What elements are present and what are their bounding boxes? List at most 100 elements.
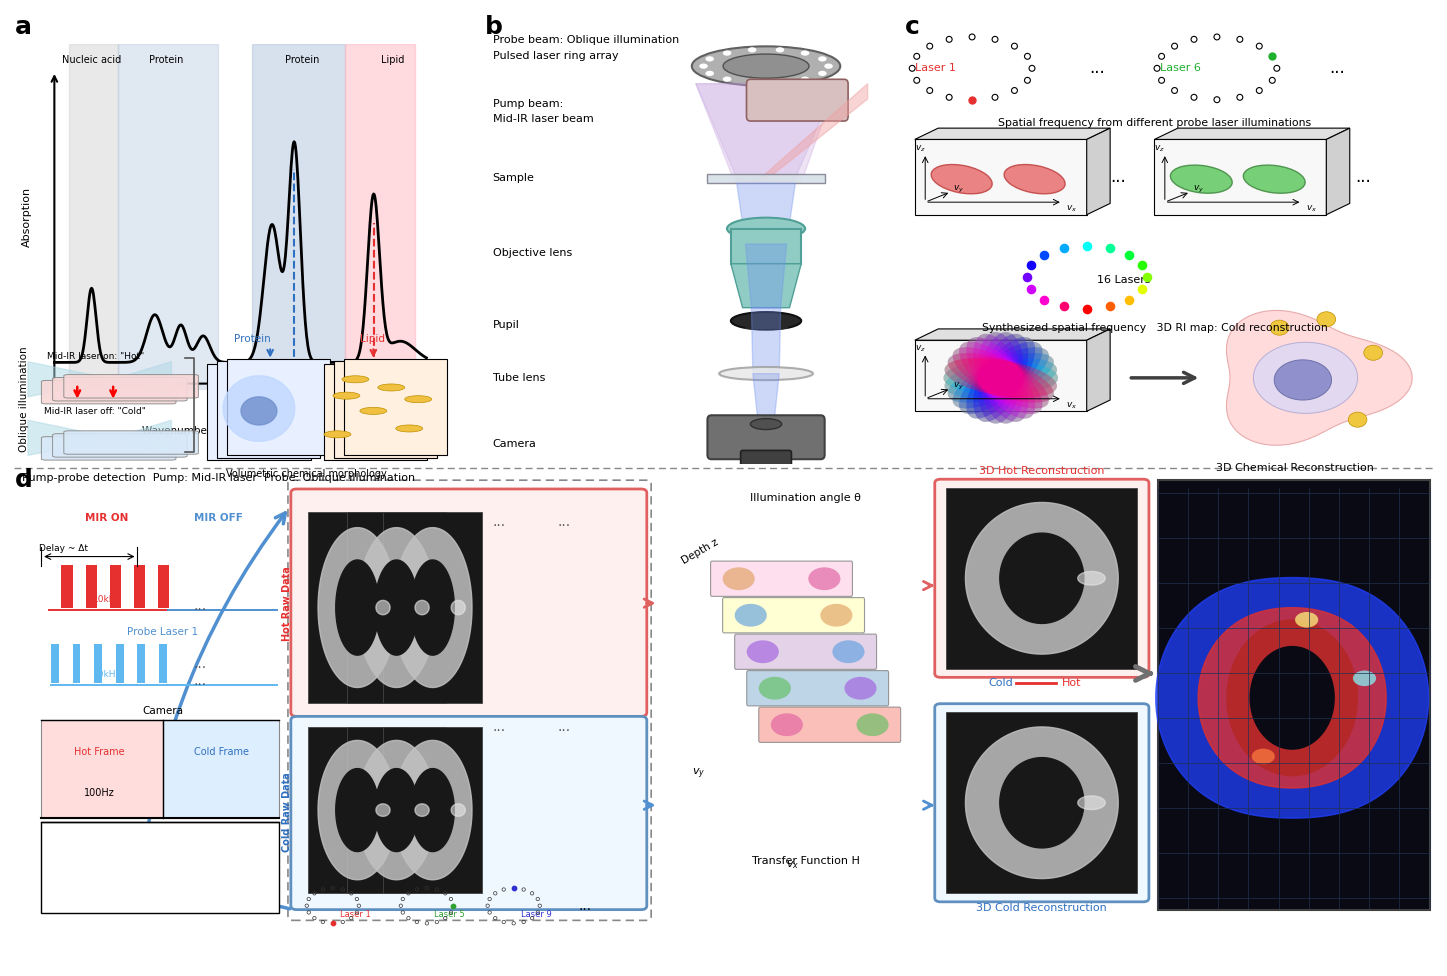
Bar <box>324 364 427 460</box>
Bar <box>347 727 446 893</box>
Text: Cold Raw Data: Cold Raw Data <box>282 772 291 852</box>
Polygon shape <box>318 528 396 687</box>
Polygon shape <box>411 560 454 655</box>
Point <box>1052 241 1075 257</box>
Point <box>391 905 414 920</box>
FancyBboxPatch shape <box>735 634 877 670</box>
Text: MIR ON: MIR ON <box>85 513 129 523</box>
Point <box>346 905 369 920</box>
Ellipse shape <box>776 47 784 53</box>
Point <box>1075 238 1098 254</box>
Ellipse shape <box>948 353 1053 403</box>
Point <box>1016 269 1039 285</box>
Polygon shape <box>394 741 472 879</box>
Text: Laser 1: Laser 1 <box>915 63 956 73</box>
Point <box>961 29 984 45</box>
Circle shape <box>1252 749 1275 764</box>
Text: Illumination angle θ: Illumination angle θ <box>750 494 861 504</box>
Text: Synthesized spatial frequency   3D RI map: Cold reconstruction: Synthesized spatial frequency 3D RI map:… <box>981 323 1327 333</box>
Text: 100Hz: 100Hz <box>84 788 114 798</box>
Circle shape <box>1349 412 1367 427</box>
Point <box>434 885 457 901</box>
Bar <box>946 712 1137 893</box>
Bar <box>94 644 101 683</box>
Ellipse shape <box>818 57 826 61</box>
Polygon shape <box>751 307 781 371</box>
Bar <box>745 315 787 329</box>
Bar <box>110 565 122 608</box>
Text: Laser 9: Laser 9 <box>521 910 551 919</box>
Ellipse shape <box>967 337 1035 419</box>
Circle shape <box>1270 320 1289 335</box>
FancyBboxPatch shape <box>722 597 864 632</box>
Text: $v_x$: $v_x$ <box>1066 204 1078 214</box>
Text: Lipid: Lipid <box>381 55 404 64</box>
Polygon shape <box>696 84 836 183</box>
Text: Laser 5: Laser 5 <box>434 910 464 919</box>
Ellipse shape <box>857 713 888 736</box>
Text: ...: ... <box>1090 60 1106 77</box>
Bar <box>946 488 1137 669</box>
Text: Mid-IR laser off: "Cold": Mid-IR laser off: "Cold" <box>45 407 146 417</box>
Text: Cold: Cold <box>988 678 1013 688</box>
Circle shape <box>333 392 360 399</box>
Text: Pulsed laser ring array: Pulsed laser ring array <box>492 51 618 61</box>
Polygon shape <box>415 600 430 615</box>
FancyBboxPatch shape <box>52 433 187 457</box>
Polygon shape <box>113 421 171 456</box>
Point <box>1117 248 1140 264</box>
Polygon shape <box>731 264 802 307</box>
FancyBboxPatch shape <box>708 416 825 459</box>
Ellipse shape <box>809 567 841 590</box>
Polygon shape <box>1078 572 1106 585</box>
FancyBboxPatch shape <box>64 375 198 398</box>
Bar <box>85 565 97 608</box>
Text: Protein: Protein <box>234 334 271 345</box>
Polygon shape <box>113 362 171 397</box>
Ellipse shape <box>800 76 809 82</box>
Ellipse shape <box>1171 165 1233 193</box>
Point <box>297 891 320 907</box>
Polygon shape <box>696 84 836 183</box>
Text: ...: ... <box>557 720 572 734</box>
Ellipse shape <box>978 332 1023 424</box>
Text: ...: ... <box>1354 168 1370 186</box>
Point <box>321 880 344 896</box>
Text: d: d <box>14 468 32 493</box>
Bar <box>383 727 482 893</box>
Point <box>1016 49 1039 64</box>
Ellipse shape <box>959 342 1042 414</box>
Point <box>405 881 428 897</box>
Point <box>919 38 942 54</box>
Polygon shape <box>737 183 796 244</box>
Ellipse shape <box>758 676 792 700</box>
Circle shape <box>1295 612 1318 628</box>
Ellipse shape <box>945 358 1056 397</box>
Point <box>346 891 369 907</box>
Ellipse shape <box>974 334 1029 422</box>
Point <box>297 905 320 920</box>
Text: Probe beam: Oblique illumination: Probe beam: Oblique illumination <box>492 35 679 45</box>
Text: Pump beam:: Pump beam: <box>492 99 563 109</box>
Point <box>1003 38 1026 54</box>
Polygon shape <box>1087 329 1110 411</box>
Circle shape <box>1353 671 1376 686</box>
Ellipse shape <box>776 80 784 85</box>
Ellipse shape <box>825 63 833 68</box>
Point <box>1229 90 1252 105</box>
Bar <box>252 44 344 390</box>
Point <box>492 881 515 897</box>
Point <box>1020 61 1043 76</box>
Point <box>483 885 506 901</box>
Point <box>919 83 942 99</box>
Text: 10kHz: 10kHz <box>93 670 122 679</box>
Ellipse shape <box>974 334 1029 422</box>
Point <box>1134 269 1158 285</box>
Point <box>521 911 544 926</box>
Circle shape <box>324 430 352 438</box>
Text: Camera: Camera <box>492 439 537 449</box>
Text: $v_y$: $v_y$ <box>692 766 705 781</box>
Polygon shape <box>758 84 868 181</box>
Point <box>1003 83 1026 99</box>
Polygon shape <box>752 374 780 424</box>
